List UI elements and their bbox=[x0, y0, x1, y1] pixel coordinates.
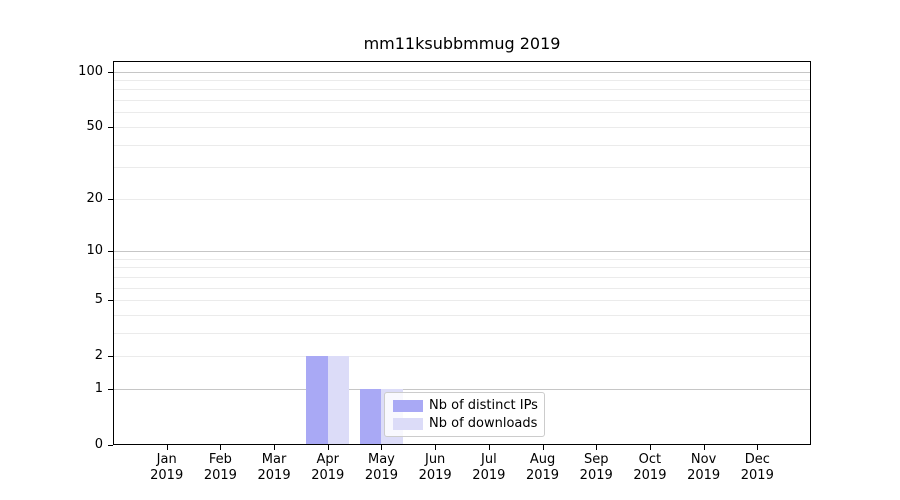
y-tick-label: 0 bbox=[94, 437, 103, 452]
minor-gridline bbox=[113, 112, 811, 114]
x-tick-year: 2019 bbox=[687, 468, 721, 483]
minor-gridline bbox=[113, 100, 811, 102]
x-tick-month: Jul bbox=[481, 452, 497, 467]
minor-gridline bbox=[113, 198, 811, 200]
x-tick-month: Aug bbox=[529, 452, 556, 467]
minor-gridline bbox=[113, 314, 811, 316]
x-tick-year: 2019 bbox=[203, 468, 237, 483]
legend-label-downloads: Nb of downloads bbox=[429, 416, 538, 431]
x-tick-year: 2019 bbox=[525, 468, 560, 483]
y-tick-label: 50 bbox=[86, 118, 103, 134]
y-tick bbox=[108, 300, 113, 302]
x-tick bbox=[381, 445, 383, 450]
x-tick-year: 2019 bbox=[257, 468, 291, 483]
bar-downloads bbox=[327, 356, 350, 445]
x-tick bbox=[649, 445, 651, 450]
x-tick-month: Jun bbox=[424, 452, 446, 467]
minor-gridline bbox=[113, 167, 811, 169]
minor-gridline bbox=[113, 356, 811, 358]
plot-border bbox=[113, 61, 811, 445]
minor-gridline bbox=[113, 300, 811, 302]
x-tick-year: 2019 bbox=[472, 468, 506, 483]
x-tick-month: Jan bbox=[156, 452, 177, 467]
x-tick bbox=[327, 445, 329, 450]
legend: Nb of distinct IPs Nb of downloads bbox=[384, 392, 545, 437]
x-tick-month: Sep bbox=[583, 452, 609, 467]
x-tick-label: Aug 2019 bbox=[513, 452, 573, 484]
y-tick-label: 20 bbox=[86, 190, 103, 206]
minor-gridline bbox=[113, 332, 811, 334]
x-tick-month: Oct bbox=[638, 452, 662, 467]
y-tick bbox=[108, 198, 113, 200]
x-tick-year: 2019 bbox=[418, 468, 452, 483]
legend-label-distinct-ips: Nb of distinct IPs bbox=[429, 398, 538, 413]
y-tick-label: 1 bbox=[94, 380, 103, 396]
x-tick-label: Jan 2019 bbox=[137, 452, 197, 484]
major-gridline bbox=[113, 71, 811, 73]
y-tick-label: 5 bbox=[94, 292, 103, 308]
x-tick-month: Mar bbox=[261, 452, 287, 467]
legend-entry-downloads: Nb of downloads bbox=[393, 415, 538, 433]
minor-gridline bbox=[113, 126, 811, 128]
y-tick-label: 2 bbox=[94, 348, 103, 364]
y-tick bbox=[108, 250, 113, 252]
x-tick-label: Mar 2019 bbox=[244, 452, 304, 484]
x-tick-year: 2019 bbox=[633, 468, 667, 483]
x-tick-label: Dec 2019 bbox=[727, 452, 787, 484]
x-tick bbox=[757, 445, 759, 450]
x-tick-label: Feb 2019 bbox=[190, 452, 250, 484]
legend-entry-distinct-ips: Nb of distinct IPs bbox=[393, 397, 538, 415]
minor-gridline bbox=[113, 80, 811, 82]
x-tick bbox=[166, 445, 168, 450]
minor-gridline bbox=[113, 276, 811, 278]
x-tick-label: Oct 2019 bbox=[620, 452, 680, 484]
x-tick-year: 2019 bbox=[311, 468, 345, 483]
minor-gridline bbox=[113, 258, 811, 260]
x-tick bbox=[542, 445, 544, 450]
y-tick-label: 10 bbox=[86, 242, 103, 258]
bar-distinct-ips bbox=[306, 356, 328, 445]
y-tick bbox=[108, 356, 113, 358]
legend-swatch-downloads bbox=[393, 418, 423, 430]
y-tick-label: 100 bbox=[78, 63, 103, 79]
x-tick bbox=[596, 445, 598, 450]
major-gridline bbox=[113, 250, 811, 252]
chart-title: mm11ksubbmmug 2019 bbox=[363, 34, 561, 53]
x-tick-label: Sep 2019 bbox=[566, 452, 626, 484]
x-tick bbox=[274, 445, 276, 450]
x-tick-month: Dec bbox=[744, 452, 770, 467]
x-tick-year: 2019 bbox=[579, 468, 613, 483]
x-tick-month: Apr bbox=[316, 452, 340, 467]
x-tick bbox=[488, 445, 490, 450]
x-tick-month: Feb bbox=[208, 452, 232, 467]
legend-swatch-distinct-ips bbox=[393, 400, 423, 412]
bar-distinct-ips bbox=[359, 388, 382, 445]
y-tick bbox=[108, 388, 113, 390]
x-tick-label: Nov 2019 bbox=[674, 452, 734, 484]
y-tick bbox=[108, 445, 113, 446]
x-tick bbox=[435, 445, 437, 450]
x-tick-year: 2019 bbox=[364, 468, 398, 483]
x-tick-label: Jul 2019 bbox=[459, 452, 519, 484]
x-tick-month: May bbox=[368, 452, 395, 467]
major-gridline bbox=[113, 388, 811, 390]
minor-gridline bbox=[113, 267, 811, 269]
x-tick-year: 2019 bbox=[150, 468, 184, 483]
x-tick-label: May 2019 bbox=[351, 452, 411, 484]
minor-gridline bbox=[113, 287, 811, 289]
minor-gridline bbox=[113, 89, 811, 91]
x-tick-month: Nov bbox=[690, 452, 717, 467]
x-tick-year: 2019 bbox=[740, 468, 774, 483]
y-tick bbox=[108, 126, 113, 128]
y-tick bbox=[108, 71, 113, 73]
x-tick-label: Apr 2019 bbox=[298, 452, 358, 484]
x-tick-label: Jun 2019 bbox=[405, 452, 465, 484]
x-tick bbox=[220, 445, 222, 450]
x-tick bbox=[703, 445, 705, 450]
minor-gridline bbox=[113, 144, 811, 146]
